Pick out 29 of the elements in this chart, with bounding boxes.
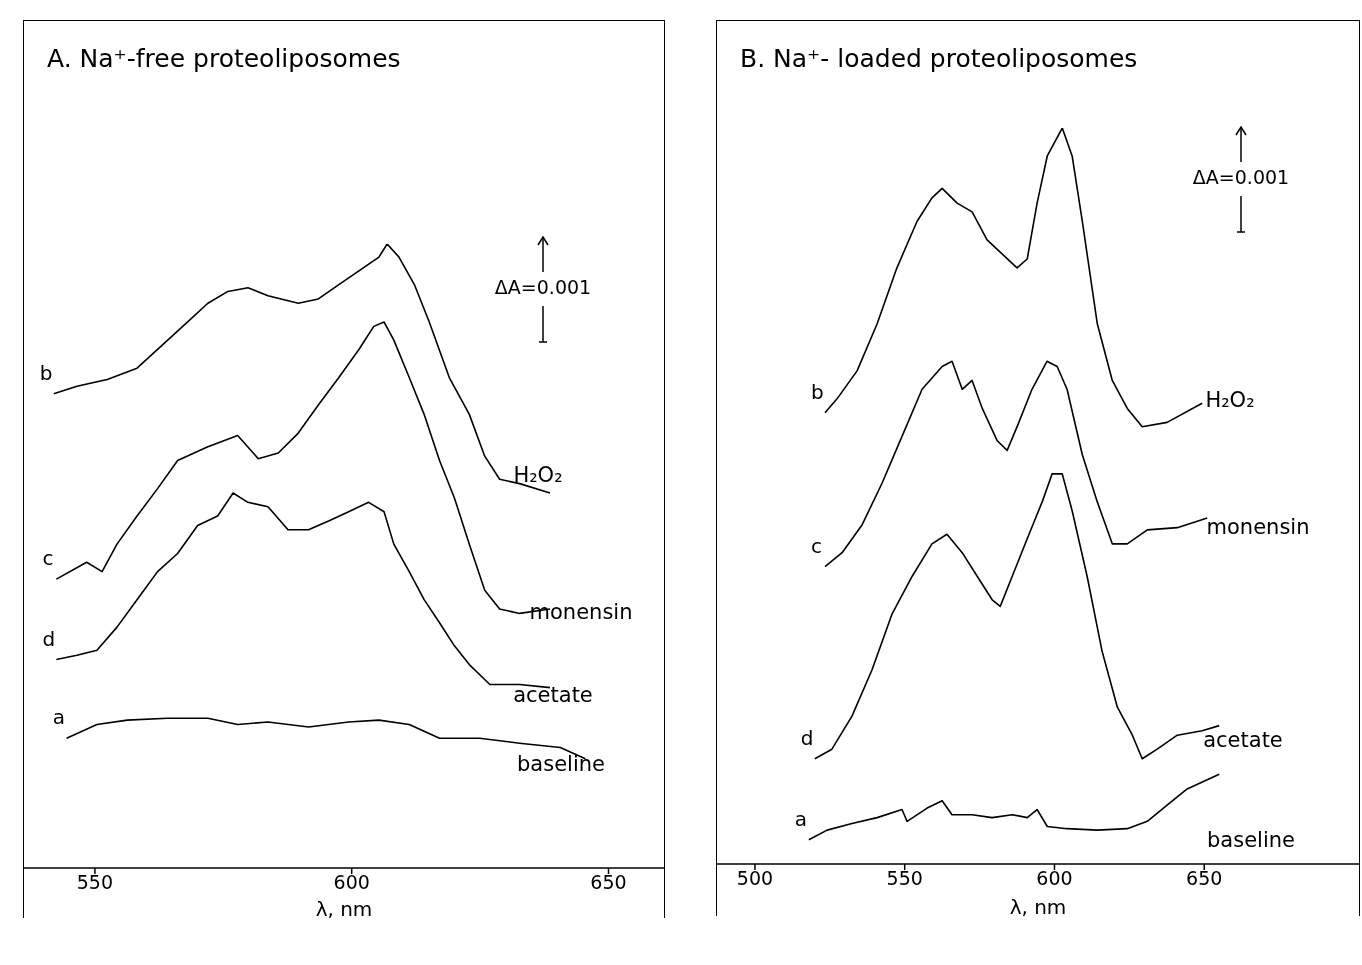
- annotation: H₂O₂: [512, 463, 564, 487]
- x-tick-label: 550: [76, 871, 114, 894]
- chart-title: B. Na⁺- loaded proteoliposomes: [740, 44, 1138, 73]
- x-tick-label: 650: [1186, 867, 1223, 890]
- annotation: acetate: [1202, 728, 1284, 752]
- x-tick-label: 600: [1036, 867, 1073, 890]
- annotation: H₂O₂: [1204, 388, 1256, 412]
- series-label: b: [811, 379, 824, 404]
- annotation: baseline: [1206, 828, 1296, 852]
- annotation: monensin: [528, 600, 634, 624]
- annotation: acetate: [512, 683, 594, 707]
- annotation: monensin: [1205, 515, 1311, 539]
- x-tick-label: 550: [886, 867, 923, 890]
- x-tick-label: 500: [736, 867, 774, 890]
- x-tick-label: 600: [333, 871, 370, 894]
- x-tick-label: 650: [590, 871, 627, 894]
- series-label: c: [42, 546, 54, 571]
- annotation: ΔA=0.001: [1191, 166, 1291, 188]
- series-label: b: [39, 360, 53, 385]
- annotation: ΔA=0.001: [493, 276, 593, 298]
- x-axis-title: λ, nm: [1009, 895, 1067, 919]
- annotation: baseline: [516, 752, 606, 776]
- x-axis-title: λ, nm: [315, 897, 373, 921]
- series-label: c: [811, 533, 823, 558]
- chart-title: A. Na⁺-free proteoliposomes: [47, 44, 401, 73]
- series-label: a: [52, 705, 65, 730]
- series-label: a: [794, 806, 808, 831]
- series-label: d: [42, 626, 56, 651]
- series-label: d: [800, 725, 814, 750]
